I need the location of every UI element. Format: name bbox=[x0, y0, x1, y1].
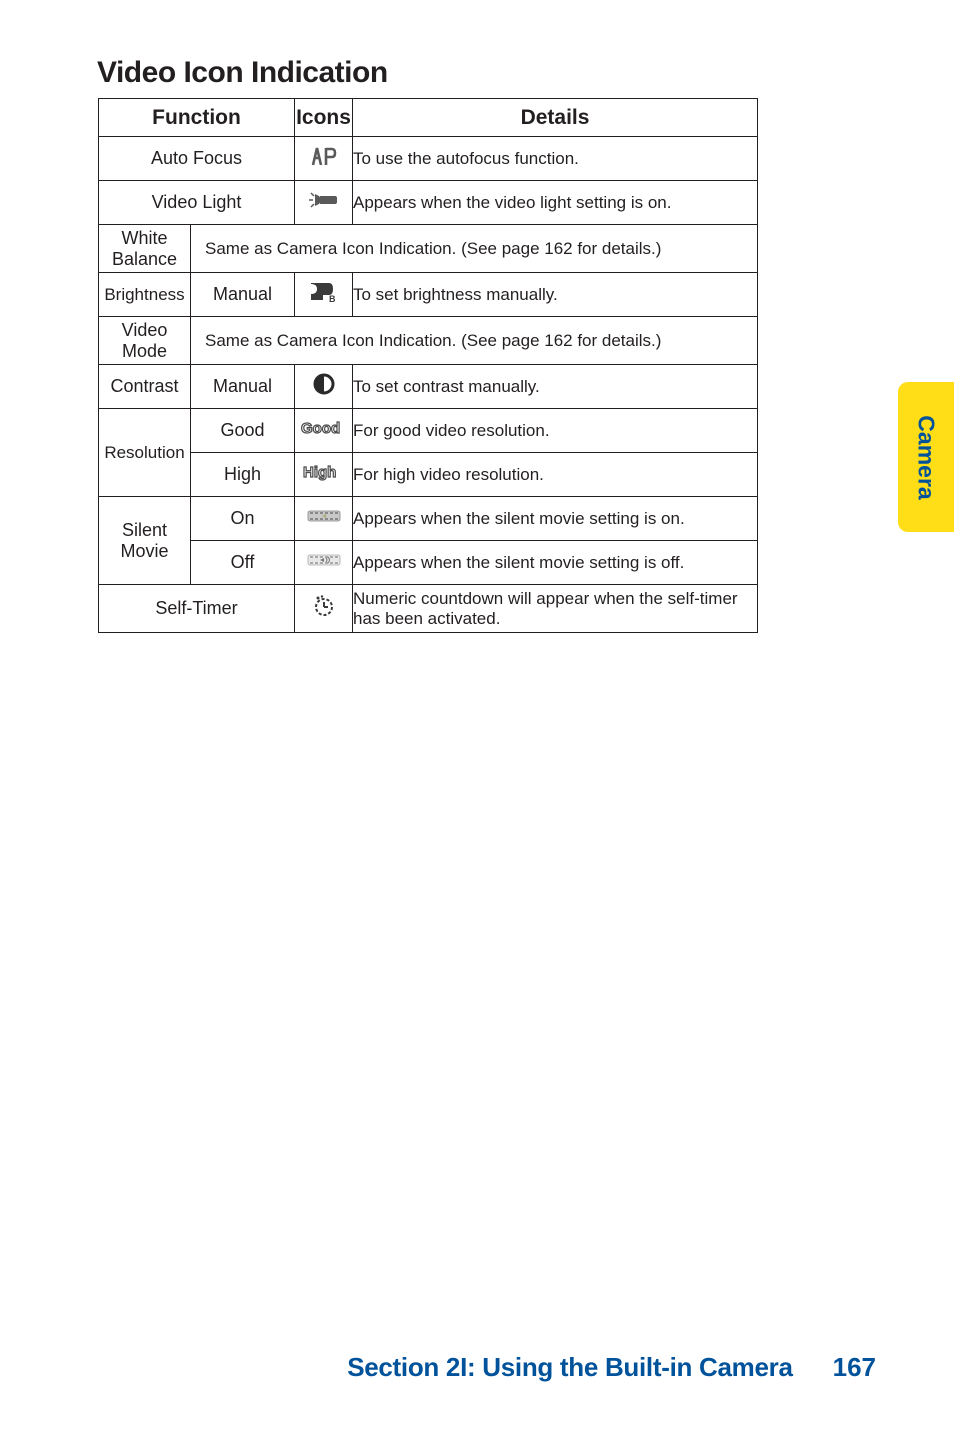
details-video-mode: Same as Camera Icon Indication. (See pag… bbox=[191, 317, 758, 365]
fn-video-mode: VideoMode bbox=[99, 317, 191, 365]
video-icon-table: Function Icons Details Auto Focus To use… bbox=[98, 98, 758, 633]
high-label-icon: High bbox=[300, 462, 348, 482]
details-silent-off: Appears when the silent movie setting is… bbox=[353, 541, 758, 585]
film-on-icon bbox=[306, 508, 342, 524]
details-brightness: To set brightness manually. bbox=[353, 273, 758, 317]
icon-brightness: B bbox=[295, 273, 353, 317]
side-tab: Camera bbox=[898, 382, 954, 532]
af-icon bbox=[310, 145, 338, 167]
brightness-manual-icon: B bbox=[309, 280, 339, 304]
icon-contrast bbox=[295, 365, 353, 409]
details-video-light: Appears when the video light setting is … bbox=[353, 181, 758, 225]
sub-resolution-good: Good bbox=[191, 409, 295, 453]
col-header-function: Function bbox=[99, 99, 295, 137]
svg-text:High: High bbox=[303, 464, 336, 481]
fn-silent-movie: SilentMovie bbox=[99, 497, 191, 585]
good-label-icon: Good bbox=[300, 418, 348, 438]
fn-contrast: Contrast bbox=[99, 365, 191, 409]
icon-resolution-good: Good bbox=[295, 409, 353, 453]
page-heading: Video Icon Indication bbox=[97, 56, 388, 90]
fn-video-light: Video Light bbox=[99, 181, 295, 225]
footer-section-title: Section 2I: Using the Built-in Camera bbox=[347, 1352, 792, 1383]
fn-white-balance: WhiteBalance bbox=[99, 225, 191, 273]
fn-self-timer: Self-Timer bbox=[99, 585, 295, 633]
icon-video-light bbox=[295, 181, 353, 225]
details-self-timer: Numeric countdown will appear when the s… bbox=[353, 585, 758, 633]
fn-auto-focus: Auto Focus bbox=[99, 137, 295, 181]
col-header-details: Details bbox=[353, 99, 758, 137]
footer-page-number: 167 bbox=[833, 1352, 876, 1383]
sub-silent-off: Off bbox=[191, 541, 295, 585]
sub-resolution-high: High bbox=[191, 453, 295, 497]
fn-resolution: Resolution bbox=[99, 409, 191, 497]
icon-silent-on bbox=[295, 497, 353, 541]
contrast-icon bbox=[312, 372, 336, 396]
sub-silent-on: On bbox=[191, 497, 295, 541]
svg-text:B: B bbox=[329, 294, 336, 304]
side-tab-label: Camera bbox=[913, 415, 940, 499]
details-resolution-high: For high video resolution. bbox=[353, 453, 758, 497]
film-off-icon bbox=[306, 552, 342, 568]
details-white-balance: Same as Camera Icon Indication. (See pag… bbox=[191, 225, 758, 273]
icon-resolution-high: High bbox=[295, 453, 353, 497]
icon-auto-focus bbox=[295, 137, 353, 181]
details-silent-on: Appears when the silent movie setting is… bbox=[353, 497, 758, 541]
details-contrast: To set contrast manually. bbox=[353, 365, 758, 409]
timer-icon bbox=[312, 594, 336, 618]
details-resolution-good: For good video resolution. bbox=[353, 409, 758, 453]
page-footer: Section 2I: Using the Built-in Camera 16… bbox=[347, 1352, 876, 1383]
sub-brightness: Manual bbox=[191, 273, 295, 317]
details-auto-focus: To use the autofocus function. bbox=[353, 137, 758, 181]
sub-contrast: Manual bbox=[191, 365, 295, 409]
col-header-icons: Icons bbox=[295, 99, 353, 137]
svg-text:Good: Good bbox=[301, 420, 340, 437]
icon-self-timer bbox=[295, 585, 353, 633]
fn-brightness: Brightness bbox=[99, 273, 191, 317]
icon-silent-off bbox=[295, 541, 353, 585]
flashlight-icon bbox=[307, 191, 341, 209]
